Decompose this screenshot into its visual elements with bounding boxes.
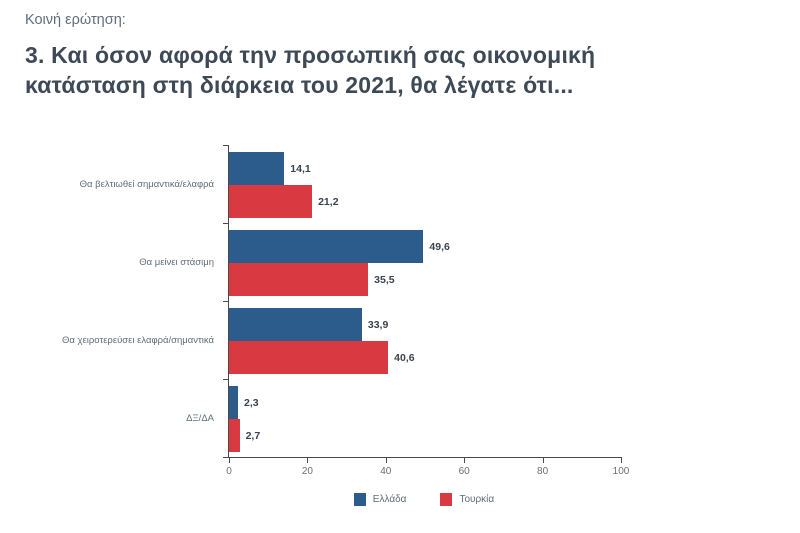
x-axis-tick-label: 100 [612, 466, 630, 477]
x-axis-tick-label: 0 [226, 466, 232, 477]
category-label: ΔΞ/ΔΑ [186, 413, 214, 425]
bar-Τουρκία [229, 419, 240, 452]
value-label: 21,2 [318, 195, 339, 208]
y-axis-tick [223, 379, 229, 380]
legend-item-Τουρκία: Τουρκία [440, 493, 494, 506]
value-label: 35,5 [374, 273, 395, 286]
x-axis-tick [307, 457, 309, 463]
bar-Ελλάδα [229, 308, 362, 341]
legend-label: Τουρκία [459, 494, 495, 505]
x-axis-tick [229, 457, 230, 463]
value-label: 2,7 [245, 429, 261, 442]
chart-legend: Ελλάδα Τουρκία [228, 493, 620, 506]
x-axis-tick [542, 457, 544, 463]
bar-Τουρκία [229, 185, 313, 218]
question-kicker: Κοινή ερώτηση: [25, 12, 126, 28]
bar-Ελλάδα [229, 152, 285, 185]
legend-item-Ελλάδα: Ελλάδα [353, 493, 407, 506]
legend-label: Ελλάδα [372, 494, 407, 505]
x-axis-tick-label: 40 [380, 466, 392, 477]
bar-Ελλάδα [229, 386, 239, 419]
y-axis-tick [223, 457, 229, 458]
value-label: 40,6 [394, 351, 415, 364]
x-axis-tick-label: 60 [458, 466, 470, 477]
page-title: 3. Και όσον αφορά την προσωπική σας οικο… [25, 42, 596, 99]
bar-Τουρκία [229, 341, 389, 374]
category-label: Θα χειροτερεύσει ελαφρά/σημαντικά [62, 335, 214, 347]
x-axis-tick [464, 457, 466, 463]
category-label: Θα βελτιωθεί σημαντικά/ελαφρά [79, 179, 214, 191]
x-axis-tick [385, 457, 387, 463]
legend-swatch [353, 493, 366, 506]
bar-Τουρκία [229, 263, 369, 296]
bar-Ελλάδα [229, 230, 424, 263]
value-label: 14,1 [290, 162, 311, 175]
bar-chart: 14,1 21,2 49,6 35,5 33,9 40,6 2,3 2,7 0 20 40 60 80 1… [0, 145, 800, 525]
y-axis-tick [223, 301, 229, 302]
x-axis-tick-label: 20 [301, 466, 313, 477]
y-axis-tick [223, 145, 229, 146]
x-axis-tick [621, 457, 622, 463]
plot-area: 14,1 21,2 49,6 35,5 33,9 40,6 2,3 2,7 0 20 40 60 80 1… [223, 145, 629, 477]
legend-swatch [440, 493, 453, 506]
y-axis-tick [223, 223, 229, 224]
value-label: 49,6 [429, 240, 450, 253]
value-label: 33,9 [367, 318, 389, 331]
category-label: Θα μείνει στάσιμη [139, 257, 214, 269]
x-axis-tick-label: 80 [537, 466, 549, 477]
value-label: 2,3 [244, 396, 259, 409]
